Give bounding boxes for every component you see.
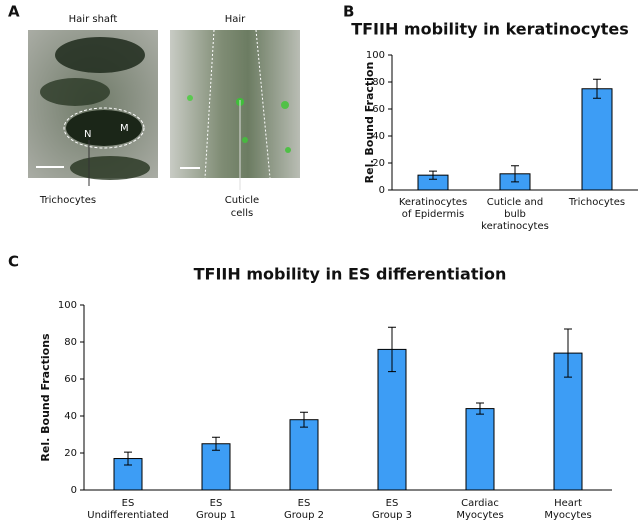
bar: [289, 419, 319, 491]
error-bar: [429, 170, 437, 180]
x-tick-label: Undifferentiated: [87, 510, 168, 521]
x-tick-label: ES: [298, 498, 311, 509]
y-tick-label: 20: [372, 158, 385, 169]
x-tick-label: of Epidermis: [402, 209, 464, 220]
error-bar: [212, 436, 220, 451]
x-tick-label: ES: [210, 498, 223, 509]
error-bar: [300, 411, 308, 428]
panel-label: C: [8, 253, 19, 271]
y-tick-label: 20: [64, 448, 77, 459]
error-bar: [511, 165, 519, 183]
y-tick-label: 80: [64, 337, 77, 348]
x-tick-label: Heart: [554, 498, 582, 509]
x-tick-label: Group 2: [284, 510, 324, 521]
chart-title: TFIIH mobility in keratinocytes: [351, 20, 629, 39]
image-annotation: M: [120, 123, 129, 134]
x-tick-label: Myocytes: [456, 510, 503, 521]
chart-title: TFIIH mobility in ES differentiation: [194, 265, 507, 284]
x-tick-label: keratinocytes: [481, 221, 549, 232]
x-tick-label: ES: [122, 498, 135, 509]
x-tick-label: Group 1: [196, 510, 236, 521]
y-tick-label: 60: [64, 374, 77, 385]
x-tick-label: Cardiac: [461, 498, 499, 509]
callout-label: Cuticle: [225, 195, 259, 206]
callout-label: Trichocytes: [39, 195, 96, 206]
bar: [581, 88, 613, 191]
x-tick-label: Keratinocytes: [399, 197, 467, 208]
x-tick-label: Group 3: [372, 510, 412, 521]
image-title: Hair shaft: [69, 14, 118, 25]
y-tick-label: 60: [372, 104, 385, 115]
error-bar: [124, 451, 132, 466]
image-annotation: N: [84, 129, 91, 140]
panel-label: B: [343, 3, 354, 21]
x-tick-label: Cuticle and: [487, 197, 543, 208]
error-bar: [564, 328, 572, 378]
y-tick-label: 100: [58, 300, 77, 311]
y-axis-label: Rel. Bound Fraction: [363, 62, 376, 184]
y-tick-label: 100: [366, 50, 385, 61]
y-tick-label: 0: [71, 485, 77, 496]
x-tick-label: Trichocytes: [568, 197, 625, 208]
x-tick-label: ES: [386, 498, 399, 509]
x-tick-label: bulb: [504, 209, 526, 220]
micrograph-right: [170, 29, 300, 190]
y-tick-label: 80: [372, 77, 385, 88]
callout-label: cells: [231, 208, 253, 219]
x-tick-label: Myocytes: [544, 510, 591, 521]
error-bar: [388, 326, 396, 373]
error-bar: [593, 78, 601, 99]
micrograph-left: [28, 30, 158, 186]
panel-label: A: [8, 3, 20, 21]
bar: [201, 443, 231, 491]
y-tick-label: 0: [379, 185, 385, 196]
y-tick-label: 40: [64, 411, 77, 422]
bar: [465, 408, 495, 491]
error-bar: [476, 402, 484, 415]
y-tick-label: 40: [372, 131, 385, 142]
image-title: Hair: [225, 14, 246, 25]
y-axis-label: Rel. Bound Fractions: [39, 333, 52, 462]
